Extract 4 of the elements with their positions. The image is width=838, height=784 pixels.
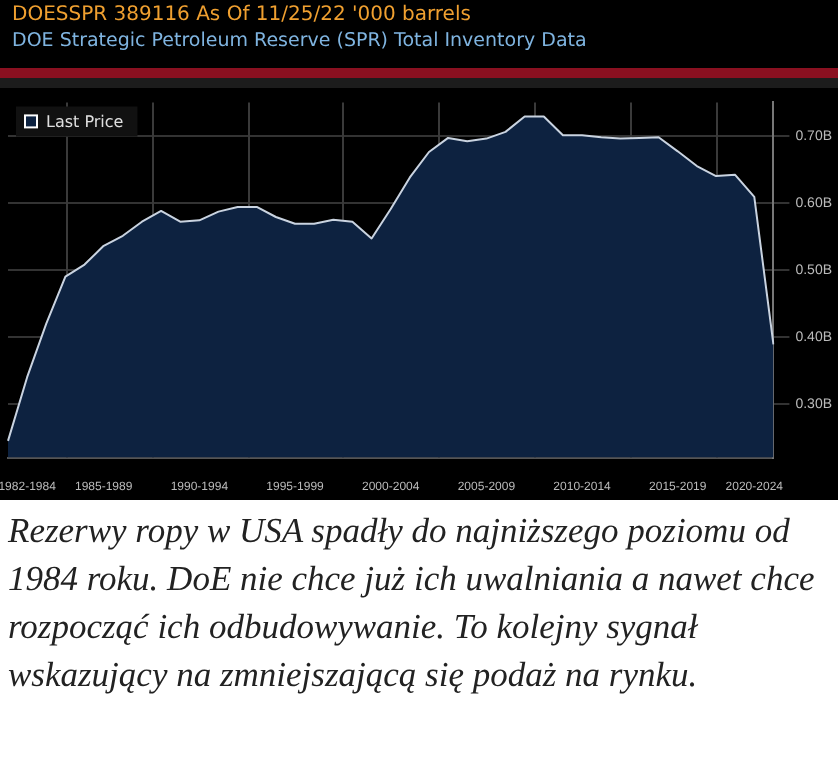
chart-title: DOE Strategic Petroleum Reserve (SPR) Total Inventory Data	[12, 30, 589, 52]
legend-label: Last Price	[46, 112, 124, 131]
text: Rezerwy ropy w USA spadły do najniższego poziomu od 1984 roku. DoE nie chce już ich uwalniania a nawet chce rozpocząć ich odbudowywanie. To kolejny sygnał wskazujący na zmniejszającą się podaż na rynku.	[6, 508, 817, 698]
chart-subtitle: DOESSPR 389116 As Of 11/25/22 '000 barrels	[12, 4, 473, 26]
